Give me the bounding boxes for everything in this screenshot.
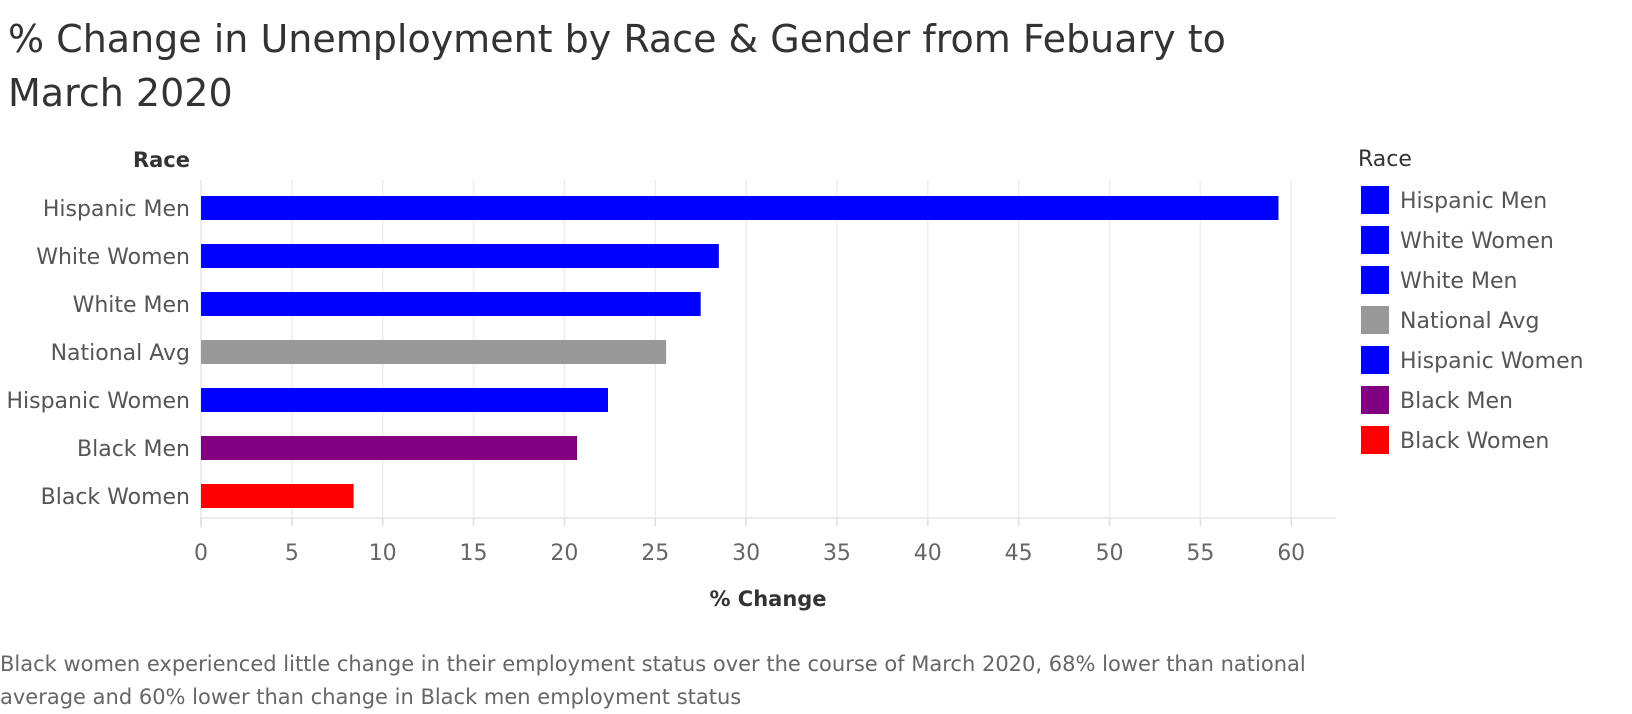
tick-label: 5 [285, 541, 299, 566]
tick-label: 15 [460, 541, 488, 566]
category-label: Hispanic Men [43, 197, 190, 222]
tick-label: 0 [194, 541, 208, 566]
category-label: Black Women [41, 485, 190, 510]
caption: Black women experienced little change in… [0, 652, 1306, 709]
legend-label: White Men [1400, 269, 1517, 294]
legend-swatch [1361, 346, 1389, 374]
legend-label: Black Men [1400, 389, 1513, 414]
bar [201, 196, 1279, 220]
x-axis-ticks: 0 5 10 15 20 25 30 35 40 45 50 55 60 [194, 518, 1305, 566]
category-label: White Men [73, 293, 190, 318]
legend-label: Black Women [1400, 429, 1549, 454]
gridlines [200, 180, 1336, 528]
tick-label: 20 [550, 541, 578, 566]
tick-label: 40 [914, 541, 942, 566]
bars [201, 196, 1279, 508]
x-axis-title: % Change [709, 587, 826, 611]
chart-title: % Change in Unemployment by Race & Gende… [8, 17, 1226, 115]
category-label: National Avg [51, 341, 190, 366]
category-labels: Hispanic Men White Women White Men National… [6, 197, 190, 510]
legend-swatch [1361, 386, 1389, 414]
legend-title: Race [1358, 147, 1412, 172]
category-label: Black Men [77, 437, 190, 462]
bar [201, 436, 578, 460]
tick-label: 30 [732, 541, 760, 566]
tick-label: 45 [1005, 541, 1033, 566]
legend-swatch [1361, 306, 1389, 334]
bar [201, 484, 354, 508]
y-axis-title: Race [133, 148, 190, 172]
bar [201, 388, 609, 412]
tick-label: 35 [823, 541, 851, 566]
bar [201, 244, 719, 268]
legend-label: Hispanic Men [1400, 189, 1547, 214]
category-label: Hispanic Women [6, 389, 190, 414]
tick-label: 25 [641, 541, 669, 566]
tick-label: 60 [1277, 541, 1305, 566]
legend-label: White Women [1400, 229, 1554, 254]
legend-label: National Avg [1400, 309, 1539, 334]
category-label: White Women [36, 245, 190, 270]
tick-label: 55 [1186, 541, 1214, 566]
tick-label: 10 [369, 541, 397, 566]
tick-label: 50 [1096, 541, 1124, 566]
legend-swatch [1361, 266, 1389, 294]
legend-swatch [1361, 426, 1389, 454]
legend-label: Hispanic Women [1400, 349, 1584, 374]
legend-swatch [1361, 186, 1389, 214]
legend-swatch [1361, 226, 1389, 254]
bar [201, 340, 667, 364]
legend: Race Hispanic Men White Women White Men Nat… [1358, 147, 1584, 454]
bar [201, 292, 701, 316]
